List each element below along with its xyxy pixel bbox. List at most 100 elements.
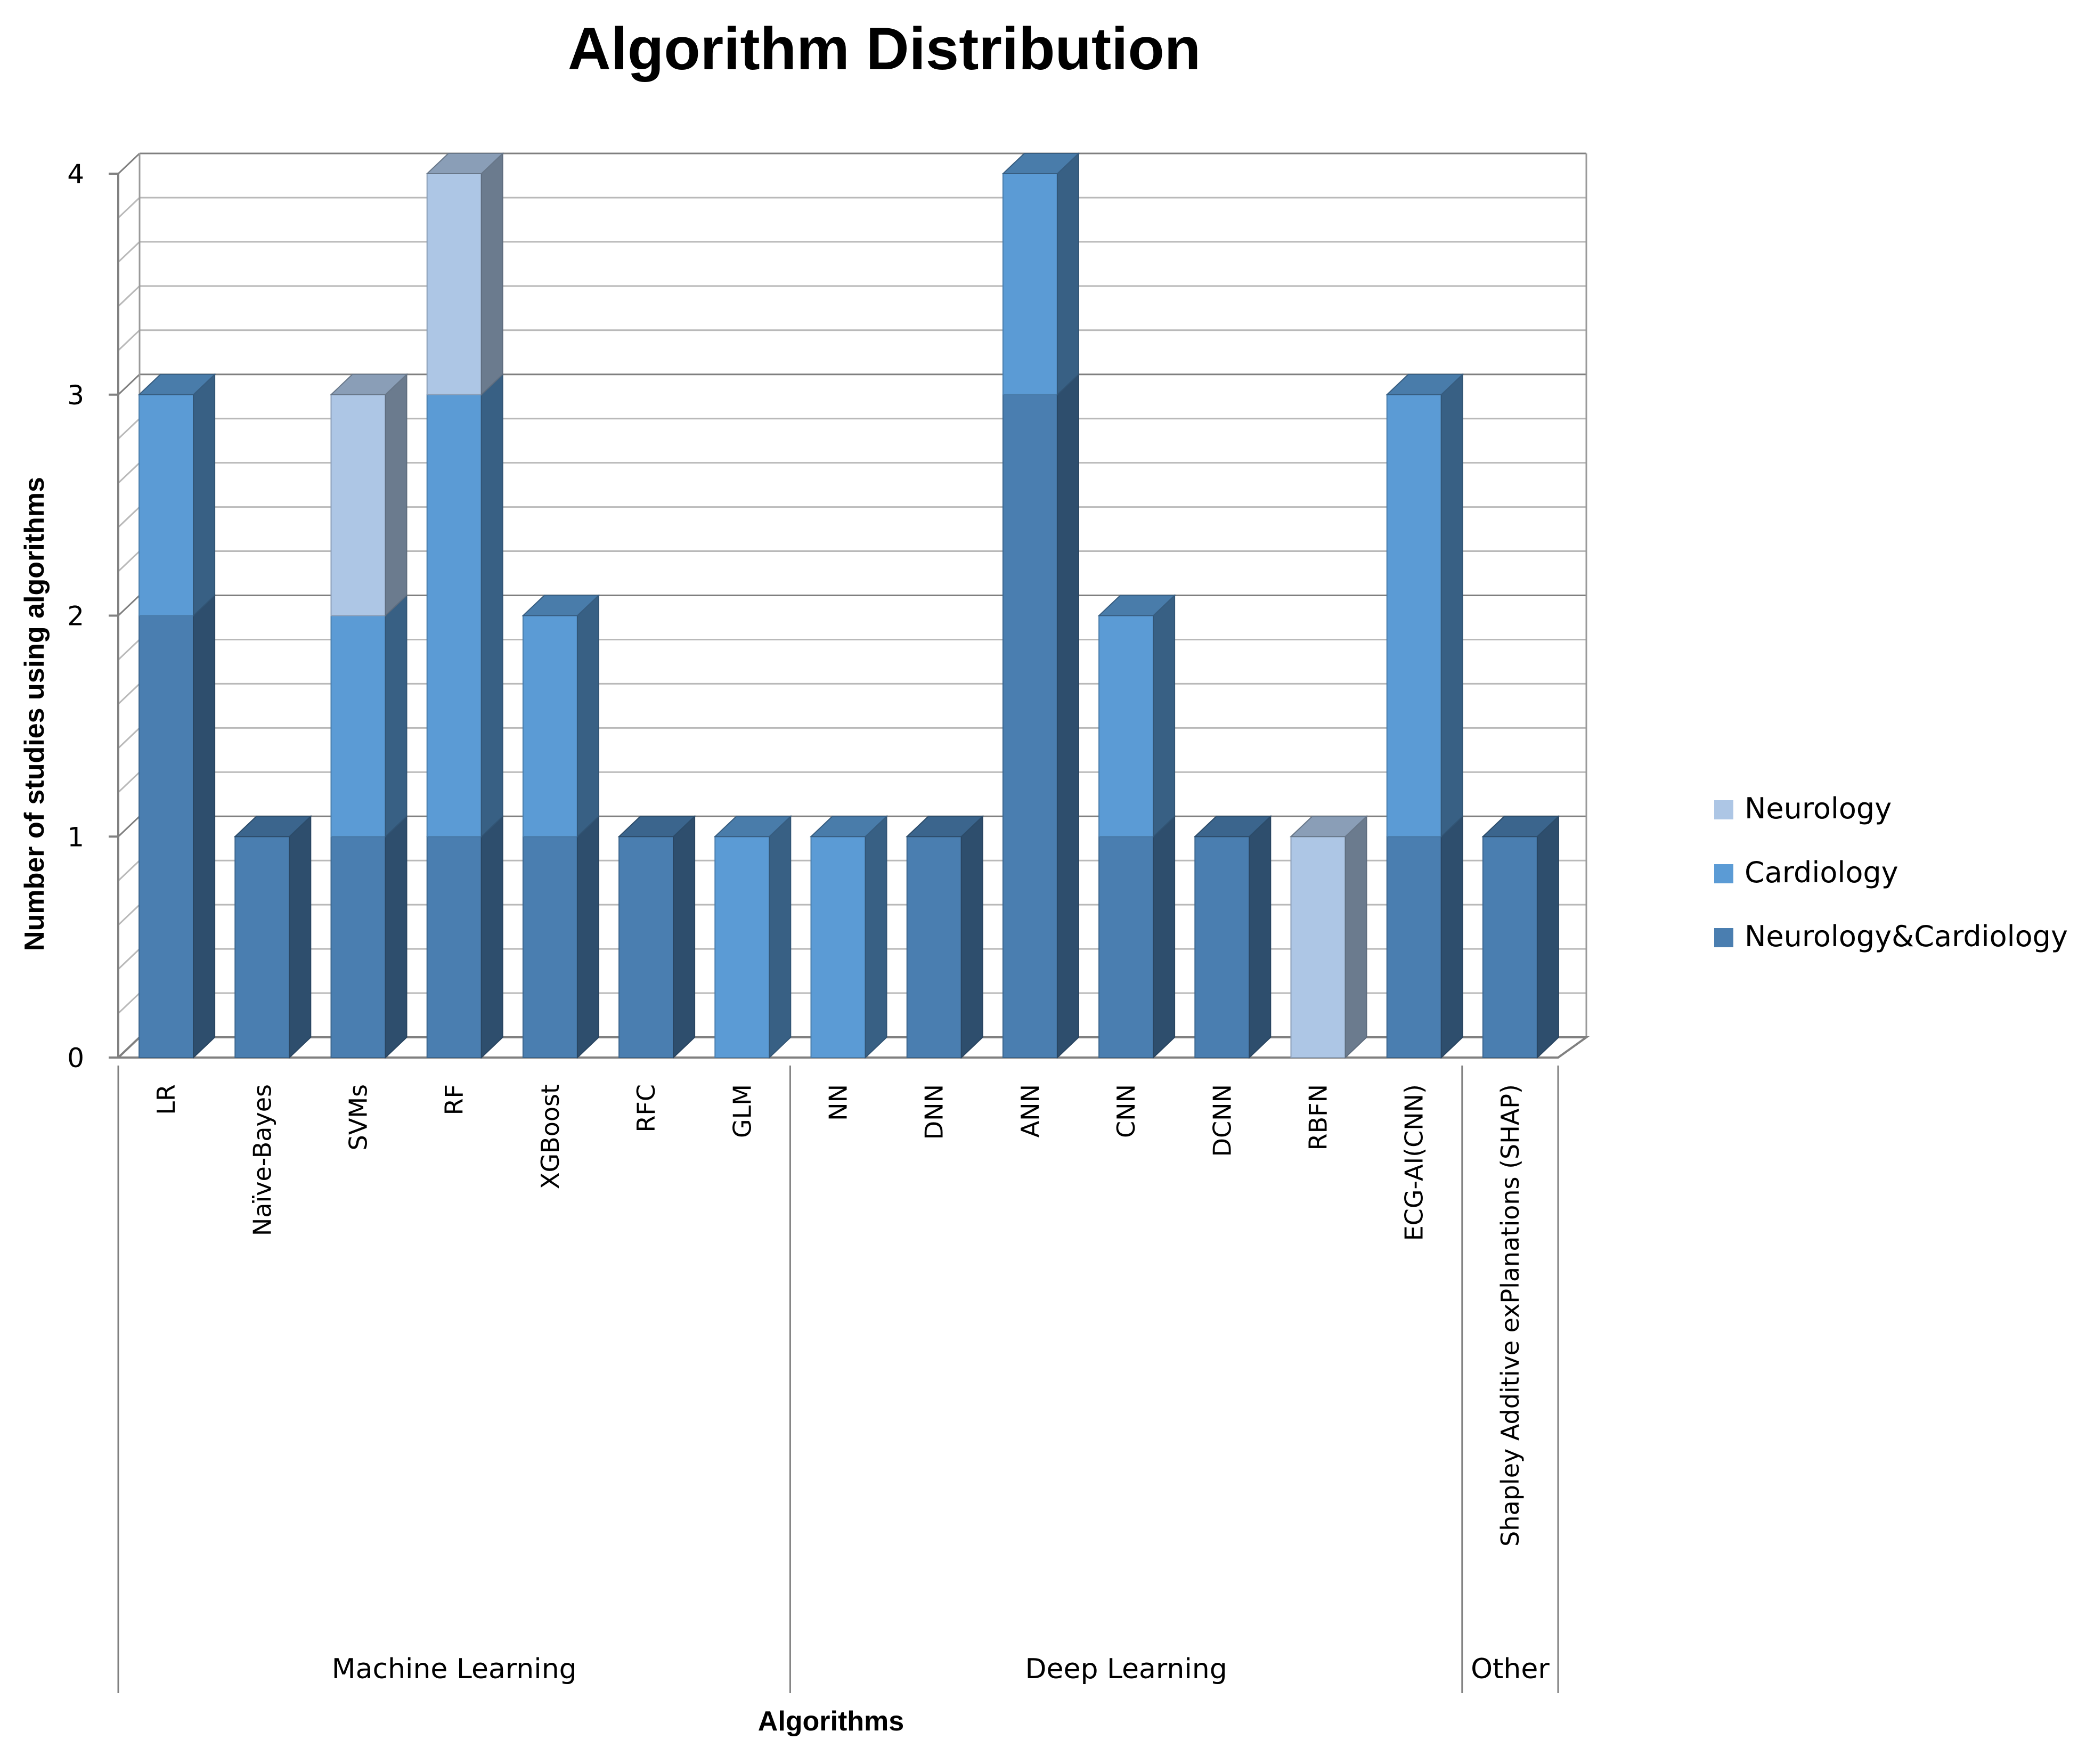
group-label: Deep Learning	[1025, 1653, 1227, 1685]
y-axis-title: Number of studies using algorithms	[19, 477, 50, 951]
category-label: XGBoost	[536, 1084, 565, 1189]
bar-CNN-Cardiology	[1098, 594, 1176, 838]
legend: Neurology Cardiology Neurology&Cardiology	[1714, 792, 2068, 953]
bar-GLM-Cardiology	[714, 815, 792, 1059]
gridline-diagonal	[117, 816, 141, 838]
gridline-diagonal	[117, 285, 141, 307]
category-label: ECG-AI(CNN)	[1400, 1084, 1429, 1241]
bar-RFC-Neurology&Cardiology	[618, 815, 696, 1059]
bar-SVMs-Neurology&Cardiology	[330, 815, 408, 1059]
bar-front-face	[1386, 836, 1442, 1058]
bar-side-face	[193, 594, 216, 1059]
bar-front-face	[1386, 394, 1442, 838]
category-label: RBFN	[1304, 1084, 1333, 1150]
category-label: ANN	[1016, 1084, 1045, 1137]
legend-swatch	[1714, 800, 1733, 819]
bar-front-face	[330, 615, 386, 838]
bar-front-face	[1482, 836, 1538, 1058]
bar-front-face	[810, 836, 866, 1058]
bar-LR-Neurology&Cardiology	[138, 594, 216, 1059]
bar-front-face	[426, 173, 482, 395]
bar-front-face	[1290, 836, 1346, 1058]
category-label: Shapley Additive exPlanations (SHAP)	[1496, 1084, 1525, 1547]
category-label: RFC	[632, 1084, 661, 1133]
bar-side-face	[289, 815, 312, 1059]
bar-front-face	[1002, 173, 1058, 395]
bar-front-face	[138, 615, 194, 1058]
gridline-diagonal	[117, 727, 141, 749]
bar-side-face	[385, 373, 408, 617]
bar-front-face	[618, 836, 674, 1058]
gridline-diagonal	[117, 550, 141, 572]
bar-side-face	[193, 373, 216, 617]
bar-side-face	[1344, 815, 1367, 1059]
category-label: CNN	[1112, 1084, 1140, 1138]
y-tick-label: 1	[67, 822, 84, 852]
bar-top-face	[233, 816, 312, 838]
bar-side-face	[960, 815, 983, 1059]
group-label: Machine Learning	[332, 1653, 577, 1685]
bar-front-face	[330, 394, 386, 616]
bars-layer	[137, 152, 1560, 1059]
bar-ECG-AI(CNN)-Cardiology	[1386, 373, 1463, 838]
bar-side-face	[769, 815, 792, 1059]
labels-layer: LR Naïve-Bayes SVMs RF XGBoost RFC GLM NN DNN ANN…	[117, 1066, 1559, 1693]
bar-LR-Cardiology	[138, 373, 216, 617]
bar-side-face	[385, 815, 408, 1059]
bar-SVMs-Neurology	[330, 373, 408, 617]
bar-side-face	[1249, 815, 1272, 1059]
bar-front-face	[426, 836, 482, 1058]
bar-front-face	[234, 836, 290, 1058]
bar-front-face	[906, 836, 962, 1058]
bar-top-face	[1386, 373, 1464, 395]
axis-layer: 0 1 2 3 4	[67, 159, 1590, 1074]
category-label: DNN	[920, 1084, 949, 1140]
gridline-diagonal	[117, 197, 141, 219]
legend-swatch	[1714, 928, 1733, 947]
group-label: Other	[1471, 1653, 1550, 1685]
bar-top-face	[809, 816, 889, 838]
bar-front-face	[1098, 615, 1154, 838]
gridline-diagonal	[117, 418, 141, 440]
gridline-diagonal	[117, 595, 141, 616]
bar-top-face	[137, 373, 216, 395]
bar-front-face	[522, 836, 578, 1058]
bar-side-face	[673, 815, 696, 1059]
bar-top-face	[713, 816, 792, 838]
gridline-diagonal	[117, 771, 141, 793]
category-label: DCNN	[1208, 1084, 1236, 1157]
bar-CNN-Neurology&Cardiology	[1098, 815, 1176, 1059]
gridline-diagonal	[117, 373, 141, 395]
bar-top-face	[1481, 816, 1560, 838]
gridline-diagonal	[117, 329, 141, 351]
bar-Naïve-Bayes-Neurology&Cardiology	[234, 815, 312, 1059]
bar-NN-Cardiology	[810, 815, 887, 1059]
category-label: GLM	[728, 1084, 756, 1138]
x-axis-title: Algorithms	[758, 1706, 904, 1737]
bar-front-face	[1194, 836, 1250, 1058]
bar-ECG-AI(CNN)-Neurology&Cardiology	[1386, 815, 1463, 1059]
bar-front-face	[138, 394, 194, 616]
bar-RF-Neurology	[426, 152, 503, 396]
bar-side-face	[1440, 815, 1463, 1059]
bar-front-face	[426, 394, 482, 838]
bar-side-face	[1536, 815, 1559, 1059]
bar-top-face	[617, 816, 696, 838]
bar-DCNN-Neurology&Cardiology	[1194, 815, 1272, 1059]
gridline-diagonal	[117, 506, 141, 528]
bar-RF-Cardiology	[426, 373, 503, 838]
bar-top-face	[1193, 816, 1272, 838]
bar-top-face	[1289, 816, 1368, 838]
y-tick-label: 4	[67, 159, 84, 190]
bar-RBFN-Neurology	[1290, 815, 1367, 1059]
bar-side-face	[480, 815, 503, 1059]
bar-ANN-Cardiology	[1002, 152, 1079, 396]
gridline-diagonal	[117, 152, 141, 175]
bar-top-face	[329, 373, 409, 395]
bar-XGBoost-Neurology&Cardiology	[522, 815, 599, 1059]
bar-side-face	[1056, 152, 1079, 396]
bar-side-face	[480, 373, 503, 838]
floor-outline	[115, 1036, 1590, 1059]
gridline-diagonal	[117, 639, 141, 661]
bar-ANN-Neurology&Cardiology	[1002, 373, 1079, 1059]
